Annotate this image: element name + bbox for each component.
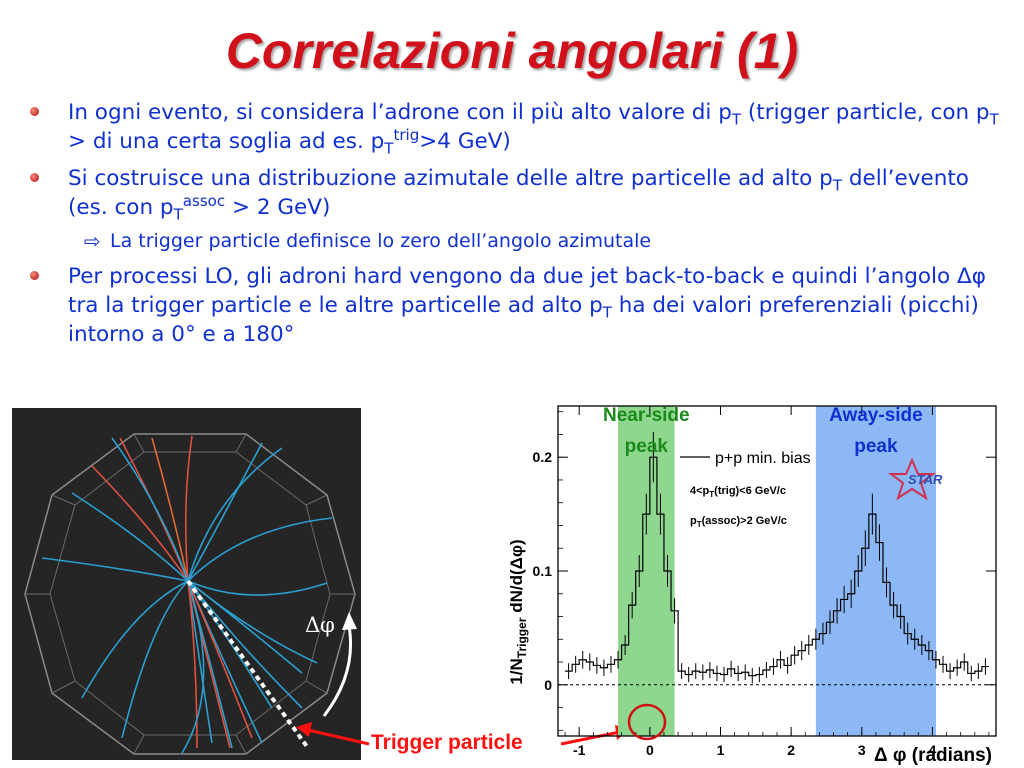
bullet-2-text: dell’evento (es. con p: [68, 166, 969, 220]
y-tick-label: 0.2: [533, 449, 553, 465]
bullet-2: Si costruisce una distribuzione azimutal…: [28, 164, 1008, 222]
bullet-1-text: In ogni evento, si considera l’adrone co…: [68, 100, 732, 125]
x-tick-label: -1: [573, 742, 586, 758]
sub-bullet: ⇨ La trigger particle definisce lo zero …: [28, 228, 1008, 254]
legend-cut-trigger: 4<pT(trig)<6 GeV/c: [690, 485, 786, 499]
subscript: T: [989, 110, 999, 129]
x-tick-label: 0: [646, 742, 654, 758]
svg-text:STAR: STAR: [908, 472, 943, 487]
bullet-dot-icon: [30, 173, 39, 182]
y-tick-label: 0: [544, 677, 552, 693]
x-tick-label: 2: [787, 742, 795, 758]
event-display: Δφ: [12, 408, 361, 760]
legend-cut-assoc: pT(assoc)>2 GeV/c: [690, 515, 787, 529]
detector-spokes: [25, 433, 355, 755]
bullet-3: Per processi LO, gli adroni hard vengono…: [28, 262, 1008, 349]
bullet-dot-icon: [30, 271, 39, 280]
bullet-list: In ogni evento, si considera l’adrone co…: [28, 98, 1008, 357]
histogram-series: [565, 456, 989, 677]
legend-series-label: p+p min. bias: [715, 450, 811, 467]
band-label-line1: Near-side: [603, 405, 690, 426]
arrow-right-icon: ⇨: [84, 229, 101, 253]
angle-arc-arrow: [322, 625, 353, 717]
bullet-3-text: Per processi LO, gli adroni hard vengono…: [68, 264, 958, 289]
y-tick-label: 0.1: [533, 563, 553, 579]
angle-arrow-head-icon: [342, 612, 357, 630]
event-display-svg: Δφ: [24, 433, 357, 755]
bullet-1: In ogni evento, si considera l’adrone co…: [28, 98, 1008, 156]
slide-title: Correlazioni angolari (1): [225, 23, 799, 79]
bullet-1-text: (trigger particle, con p: [741, 100, 990, 125]
bullet-1-text: > di una certa soglia ad es. p: [68, 129, 385, 154]
zero-tick-highlight-circle: [627, 703, 667, 741]
x-tick-label: 1: [717, 742, 725, 758]
x-tick-label: 3: [858, 742, 866, 758]
bullet-dot-icon: [30, 107, 39, 116]
star-logo: STAR: [888, 457, 943, 501]
bullet-3-text: tra la trigger particle e le altre parti…: [68, 293, 603, 318]
x-tick-label: 4: [929, 742, 937, 758]
delta-phi-symbol: Δφ: [957, 264, 986, 289]
subscript: T: [602, 303, 612, 322]
superscript: assoc: [182, 191, 226, 210]
azimuthal-correlation-chart: -1 0 1 2 3 4 0 0.1 0.2 1/NTrigger dN/d(Δφ) Δ φ (…: [507, 405, 997, 766]
sub-bullet-text: La trigger particle definisce lo zero de…: [110, 230, 652, 252]
superscript: trig: [393, 125, 420, 144]
subscript: T: [173, 205, 183, 224]
trigger-particle-track: [186, 579, 310, 750]
band-label-line2: peak: [625, 436, 669, 457]
bullet-1-text: >4 GeV): [419, 129, 511, 154]
subscript: T: [384, 139, 394, 158]
particle-tracks: [41, 435, 333, 754]
peak-band-away: [815, 406, 936, 736]
bullet-2-text: > 2 GeV): [225, 195, 331, 220]
band-label-line2: peak: [854, 436, 898, 457]
x-axis-label: Δ φ (radians): [874, 745, 992, 766]
subscript: T: [731, 110, 742, 129]
subscript: T: [832, 176, 843, 195]
bullet-2-text: Si costruisce una distribuzione azimutal…: [68, 166, 833, 191]
bullet-3-text: ha dei valori preferenziali (picchi) int…: [68, 293, 979, 347]
delta-phi-label: Δφ: [305, 613, 335, 637]
y-axis-label: 1/NTrigger dN/d(Δφ): [507, 539, 529, 684]
trigger-particle-label: Trigger particle: [371, 731, 523, 754]
band-label-line1: Away-side: [829, 405, 923, 426]
